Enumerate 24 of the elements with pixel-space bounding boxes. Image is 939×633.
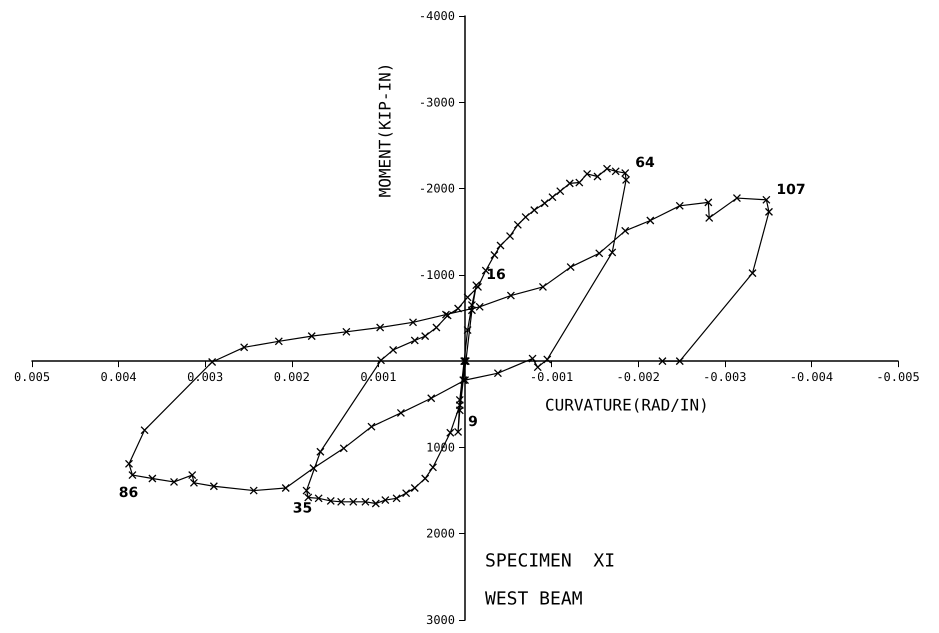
y-axis-title: MOMENT(KIP-IN)	[376, 62, 394, 198]
x-tick-label: 0.002	[274, 370, 310, 384]
annotation: WEST BEAM	[485, 588, 583, 610]
y-tick-label: -4000	[418, 9, 455, 23]
annotation: 16	[486, 267, 506, 284]
annotation: 35	[292, 500, 312, 517]
y-tick-label: -1000	[418, 268, 455, 282]
annotation: SPECIMEN XI	[485, 550, 616, 572]
x-axis-title: CURVATURE(RAD/IN)	[545, 396, 709, 415]
annotation: 64	[635, 155, 655, 172]
x-tick-label: -0.004	[790, 370, 834, 384]
y-tick-label: -2000	[418, 182, 455, 196]
x-tick-label: -0.003	[703, 370, 746, 384]
annotation: 9	[468, 414, 478, 430]
y-tick-label: -3000	[418, 95, 455, 110]
y-tick-label: 2000	[426, 526, 455, 541]
x-tick-label: -0.002	[616, 370, 660, 384]
annotation: 86	[118, 485, 138, 502]
x-tick-label: 0.005	[14, 370, 50, 384]
x-tick-label: -0.005	[876, 370, 920, 384]
x-tick-label: 0.004	[100, 370, 137, 384]
annotation: 107	[776, 182, 806, 198]
x-tick-label: -0.001	[530, 370, 574, 384]
y-tick-label: 3000	[426, 613, 455, 627]
